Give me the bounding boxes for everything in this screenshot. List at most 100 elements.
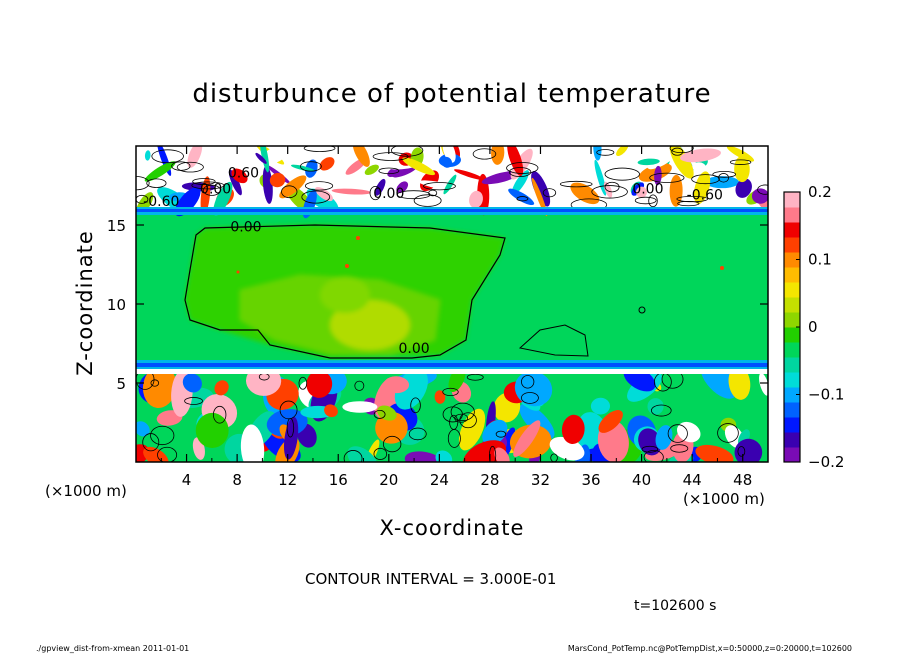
contour-line	[136, 194, 149, 204]
footer-left: ./gpview_dist-from-xmean 2011-01-01	[36, 644, 189, 653]
contour-line	[382, 435, 402, 453]
contour-line	[495, 430, 507, 438]
colorbar-segment	[784, 372, 800, 388]
contour-line	[213, 405, 227, 424]
colorbar-segment	[784, 207, 800, 223]
contour-line	[202, 184, 221, 196]
contour-line	[157, 446, 178, 462]
contour-line	[176, 161, 204, 173]
field-cell	[647, 150, 677, 170]
contour-labels: 0.600.00-0.60 0.00 0.00 -0.600.000.00	[143, 166, 723, 357]
field-cell	[319, 157, 335, 171]
contour-line	[604, 167, 640, 181]
field-cell	[531, 177, 548, 217]
colorbar-segment	[784, 282, 800, 298]
zero-contour	[184, 224, 506, 359]
contour-line	[466, 373, 484, 381]
contour-label-5: -0.60	[687, 188, 723, 204]
field-cell	[734, 438, 763, 462]
contour-line	[729, 159, 752, 165]
colorbar-segment	[784, 357, 800, 373]
x-tick-label-9: 40	[632, 471, 651, 489]
field-cell	[143, 446, 169, 462]
contour-label-4: 0.00	[632, 181, 663, 197]
field-cell	[324, 404, 338, 418]
contour-line	[423, 182, 456, 191]
field-cell	[306, 370, 333, 398]
contour-line	[428, 189, 438, 197]
contour-line	[304, 181, 334, 191]
field-cell	[195, 412, 229, 448]
contour-line	[649, 172, 685, 183]
contour-line	[150, 379, 160, 387]
colorbar-tick-label-3: −0.1	[808, 386, 844, 404]
plot-area: 0.600.00-0.60 0.00 0.00 -0.600.000.00	[136, 146, 768, 462]
field-cell	[342, 401, 378, 413]
x-tick-label-10: 44	[683, 471, 702, 489]
warm-anomaly	[185, 225, 505, 358]
field-cell	[734, 156, 750, 183]
field-cell	[364, 164, 379, 175]
colorbar-segment	[784, 402, 800, 418]
field-cell	[726, 146, 755, 162]
field-cell	[291, 164, 315, 172]
contour-line	[191, 181, 225, 190]
field-cell	[635, 186, 647, 198]
contour-line	[281, 185, 298, 199]
contour-line	[718, 173, 729, 183]
contour-line	[648, 194, 658, 208]
contour-label-1: 0.00	[200, 181, 231, 197]
x-tick-label-6: 28	[480, 471, 499, 489]
contour-line	[667, 424, 688, 443]
contour-line	[691, 174, 720, 185]
field-cell	[383, 376, 410, 394]
colorbar-segment	[784, 297, 800, 313]
colorbar-segment	[784, 417, 800, 433]
x-tick-label-1: 8	[232, 471, 242, 489]
field-cell	[637, 158, 660, 166]
contour-line	[146, 178, 167, 188]
contour-line	[369, 185, 382, 201]
field-cell	[692, 162, 706, 172]
contour-line	[650, 404, 672, 417]
field-cell	[482, 419, 508, 446]
field-cell	[315, 187, 333, 202]
field-cell	[142, 365, 177, 408]
contour-line	[737, 446, 746, 457]
x-unit-right: (×1000 m)	[683, 490, 765, 508]
contour-line	[396, 190, 431, 200]
field-cell	[759, 373, 768, 396]
colorbar-tick-label-2: 0	[808, 318, 818, 336]
lower-turbulent-layer	[136, 360, 768, 462]
colorbar-segment	[784, 312, 800, 328]
x-tick-label-3: 16	[329, 471, 348, 489]
contour-line	[450, 402, 475, 422]
x-tick-label-8: 36	[581, 471, 600, 489]
colorbar-segment	[784, 237, 800, 253]
contour-line	[378, 167, 400, 175]
contour-line	[442, 406, 463, 423]
y-tick-label-0: 5	[116, 375, 126, 393]
field-cell	[513, 420, 541, 457]
field-cell	[269, 172, 286, 188]
y-tick-label-2: 15	[107, 217, 126, 235]
contour-line	[596, 149, 615, 156]
y-tick-label-1: 10	[107, 296, 126, 314]
field-cell	[377, 405, 397, 421]
contour-line	[410, 397, 421, 414]
field-cell	[375, 411, 408, 444]
y-axis: 5 10 15	[107, 217, 768, 393]
field-cell	[187, 146, 203, 168]
field-cell	[313, 146, 327, 161]
chart-title: disturbunce of potential temperature	[192, 79, 711, 109]
contour-label-3: 0.00	[373, 186, 404, 202]
field-cell	[594, 159, 607, 196]
contour-line	[303, 146, 336, 152]
field-cell	[396, 181, 409, 194]
field-cell	[590, 397, 611, 415]
upper-turbulent-layer	[136, 146, 768, 219]
field-cell	[462, 440, 507, 462]
field-cell	[136, 421, 150, 437]
field-cell	[347, 446, 378, 462]
contour-line	[449, 414, 459, 430]
